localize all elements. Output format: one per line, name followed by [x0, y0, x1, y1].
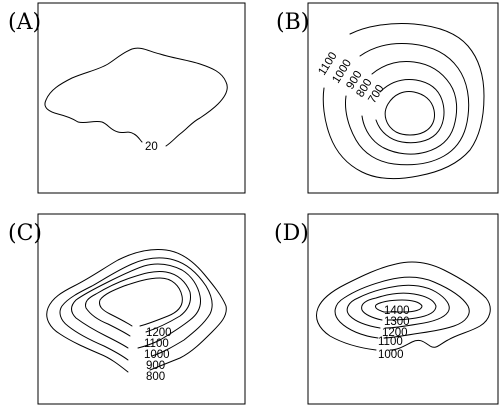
panel-a-label: (A) [8, 10, 41, 35]
panel-c-contour-label-900: 900 [146, 360, 165, 372]
panel-a-contour-line [45, 47, 228, 147]
panel-a: (A) 20 [8, 2, 246, 194]
panel-d-contour-1000 [316, 261, 491, 351]
panel-b-contour-700 [384, 91, 435, 136]
panel-c-contour-label-1000: 1000 [144, 349, 170, 361]
panel-a-contour-label-20: 20 [145, 141, 158, 153]
panel-c-label: (C) [8, 221, 42, 246]
panel-d-contour-1200 [346, 284, 450, 329]
panel-b-contour-1100 [322, 23, 485, 180]
panel-c: (C) 1200 1100 1000 900 800 [8, 213, 246, 405]
panel-d-contour-label-1000: 1000 [378, 349, 404, 361]
panel-c-contour-900 [59, 257, 213, 361]
panel-c-frame [37, 213, 246, 405]
panel-d-contour-label-1400: 1400 [384, 305, 410, 317]
panel-c-contour-800 [46, 249, 227, 373]
panel-c-contour-label-1100: 1100 [144, 338, 169, 350]
panel-a-frame [37, 2, 246, 194]
panel-d-label: (D) [274, 221, 309, 246]
panel-a-contour-line-tail [44, 99, 143, 143]
panel-d-frame [307, 213, 499, 405]
panel-c-contour-1100 [85, 271, 191, 337]
panel-b-contour-1000 [345, 43, 470, 166]
panel-b-contour-900 [361, 61, 458, 155]
panel-b: (B) 1100 1000 900 800 700 [276, 2, 499, 194]
panel-d-contour-1100 [334, 276, 470, 339]
panel-c-contour-label-1200: 1200 [146, 327, 172, 339]
panel-d-contour-label-1100: 1100 [378, 336, 403, 348]
panel-c-contour-1000 [71, 263, 201, 349]
panel-d-contour-label-1200: 1200 [382, 327, 408, 339]
panel-b-frame [307, 2, 499, 194]
panel-d-contour-1400 [375, 299, 423, 313]
panel-d-contour-1300 [361, 292, 437, 321]
panel-c-contour-1200 [99, 277, 183, 327]
panel-c-contour-label-800: 800 [146, 371, 165, 383]
panel-d: (D) 1400 1300 1200 1100 1000 [274, 213, 499, 405]
panel-b-label: (B) [276, 10, 309, 35]
panel-b-contour-800 [375, 79, 445, 144]
panel-d-contour-label-1300: 1300 [384, 316, 410, 328]
